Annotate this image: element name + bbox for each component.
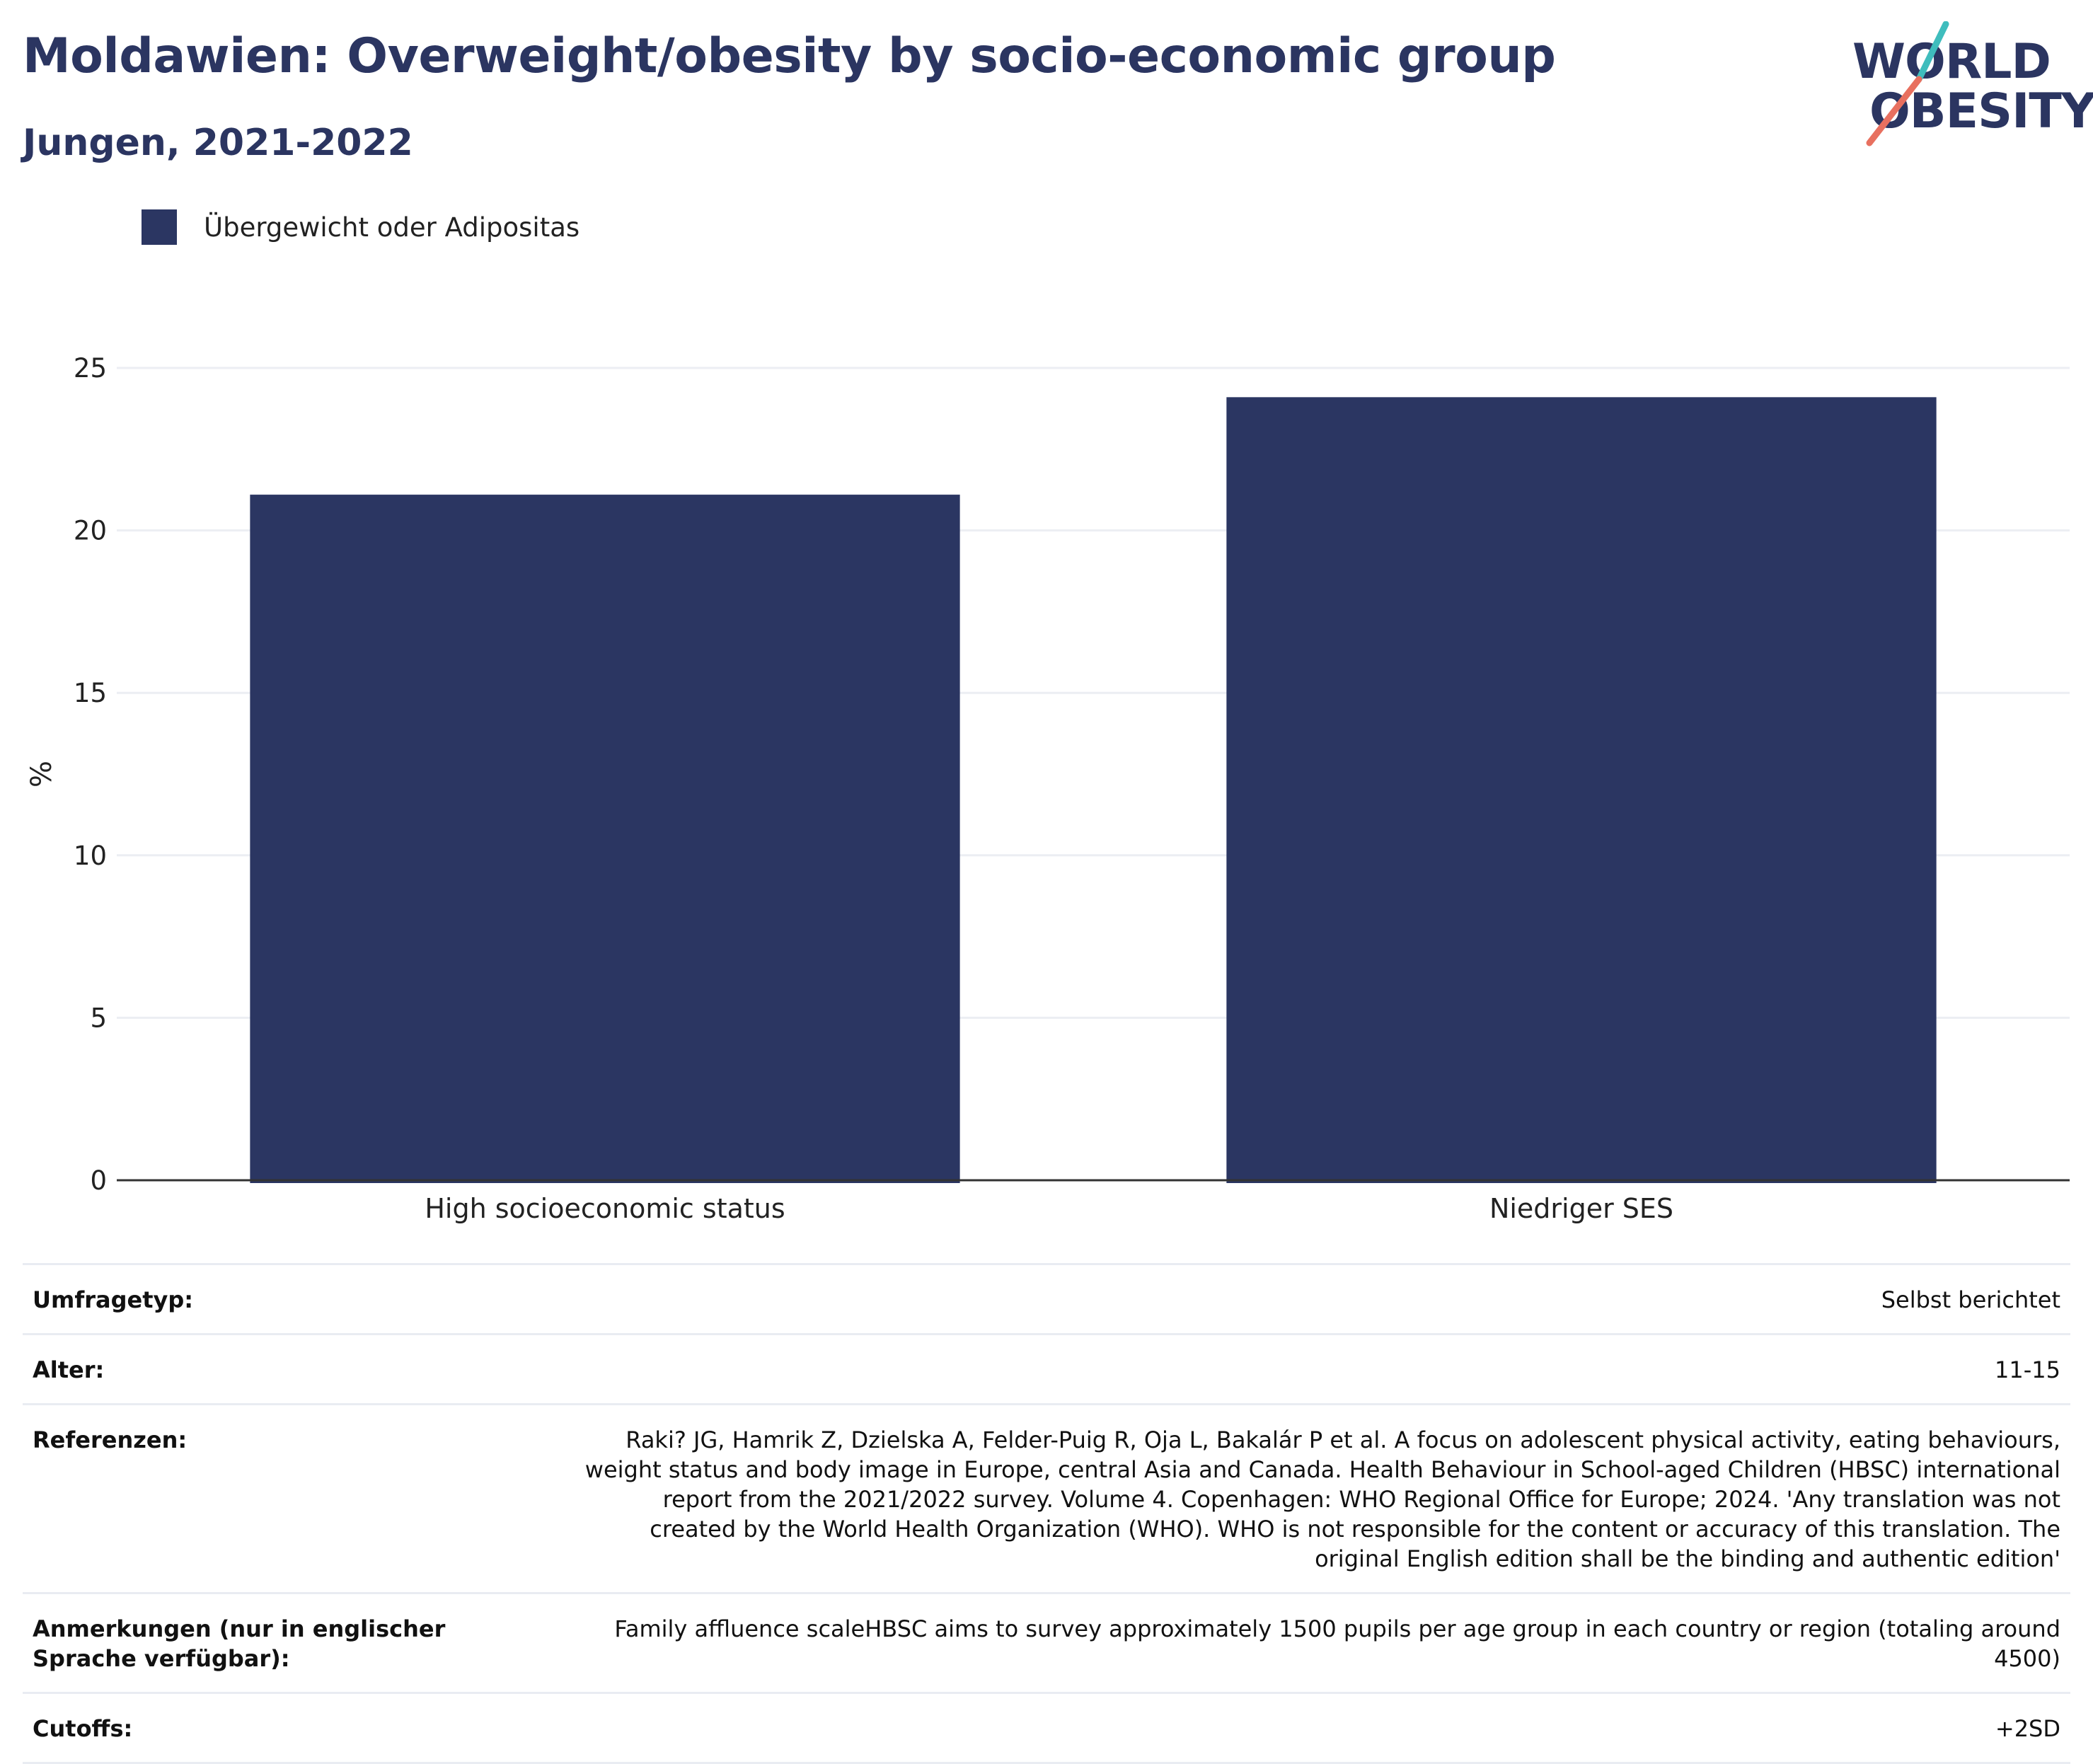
y-tick-label: 15: [74, 678, 107, 708]
info-table: Umfragetyp: Selbst berichtet Alter: 11-1…: [23, 1263, 2070, 1764]
logo-line-1: WORLD: [1852, 34, 2051, 90]
legend-label: Übergewicht oder Adipositas: [204, 212, 580, 243]
notes-value: Family affluence scaleHBSC aims to surve…: [614, 1615, 2060, 1672]
y-tick-label: 25: [74, 353, 107, 384]
x-tick-label: High socioeconomic status: [425, 1193, 785, 1224]
cutoffs-label: Cutoffs:: [33, 1715, 133, 1742]
legend: Übergewicht oder Adipositas: [142, 209, 580, 245]
y-axis-title: %: [25, 761, 58, 788]
y-tick-label: 0: [90, 1165, 107, 1196]
references-label: Referenzen:: [33, 1426, 188, 1453]
info-row-references: Referenzen: Raki? JG, Hamrik Z, Dzielska…: [23, 1403, 2070, 1592]
info-row-survey-type: Umfragetyp: Selbst berichtet: [23, 1263, 2070, 1333]
age-value: 11-15: [1995, 1356, 2060, 1383]
survey-type-value: Selbst berichtet: [1881, 1286, 2060, 1313]
world-obesity-logo: WORLD OBESITY: [1840, 21, 2093, 149]
logo-slash-icon: [1866, 21, 1949, 146]
info-row-notes: Anmerkungen (nur in englischer Sprache v…: [23, 1592, 2070, 1692]
info-row-age: Alter: 11-15: [23, 1333, 2070, 1403]
y-tick-label: 5: [90, 1003, 107, 1033]
legend-swatch: [142, 209, 177, 245]
age-label: Alter:: [33, 1356, 105, 1383]
notes-label: Anmerkungen (nur in englischer Sprache v…: [33, 1615, 446, 1672]
references-value: Raki? JG, Hamrik Z, Dzielska A, Felder-P…: [584, 1426, 2060, 1572]
y-tick-label: 10: [74, 841, 107, 871]
bar-chart: 0 5 10 15 20 25 High socioeconomic status Niedr…: [25, 353, 2070, 1224]
bar: [250, 495, 960, 1183]
y-tick-label: 20: [74, 516, 107, 546]
bar: [1226, 397, 1937, 1183]
x-tick-label: Niedriger SES: [1489, 1193, 1673, 1224]
survey-type-label: Umfragetyp:: [33, 1286, 194, 1313]
cutoffs-value: +2SD: [1995, 1715, 2060, 1742]
chart-title: Moldawien: Overweight/obesity by socio-e…: [23, 28, 1556, 84]
chart-subtitle: Jungen, 2021-2022: [23, 122, 413, 164]
info-row-cutoffs: Cutoffs: +2SD: [23, 1692, 2070, 1764]
